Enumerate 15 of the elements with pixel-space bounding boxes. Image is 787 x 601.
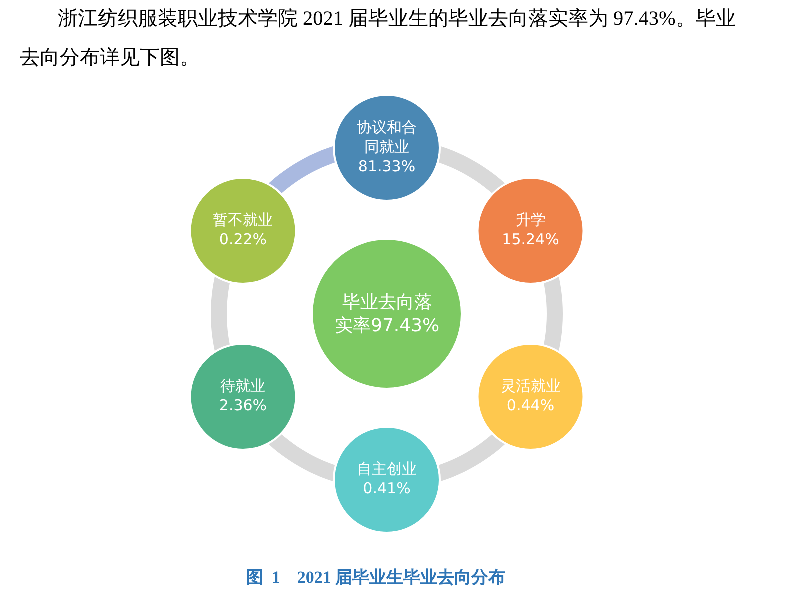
data-label: 2.36% [219,396,268,414]
category-label: 灵活就业 [500,377,561,395]
data-label: 0.41% [363,480,411,498]
category-label: 待就业 [220,377,266,395]
category-label: 自主创业 [357,460,417,478]
category-label: 升学 [516,211,546,229]
text: 图 1 2021 届毕业生毕业去向分布 [245,567,507,589]
text: 毕业去向落实率97.43% [335,292,440,336]
category-label: 暂不就业 [213,211,274,229]
data-label: 0.44% [506,396,555,414]
category-label: 协议和合同就业 [357,118,417,156]
data-label: 0.22% [219,230,268,248]
text: 浙江纺织服装职业技术学院 2021 届毕业生的毕业去向落实率为 97.43%。毕业去向分布详见下图。 [20,7,737,71]
data-label: 15.24% [502,230,560,248]
data-label: 81.33% [358,157,416,176]
